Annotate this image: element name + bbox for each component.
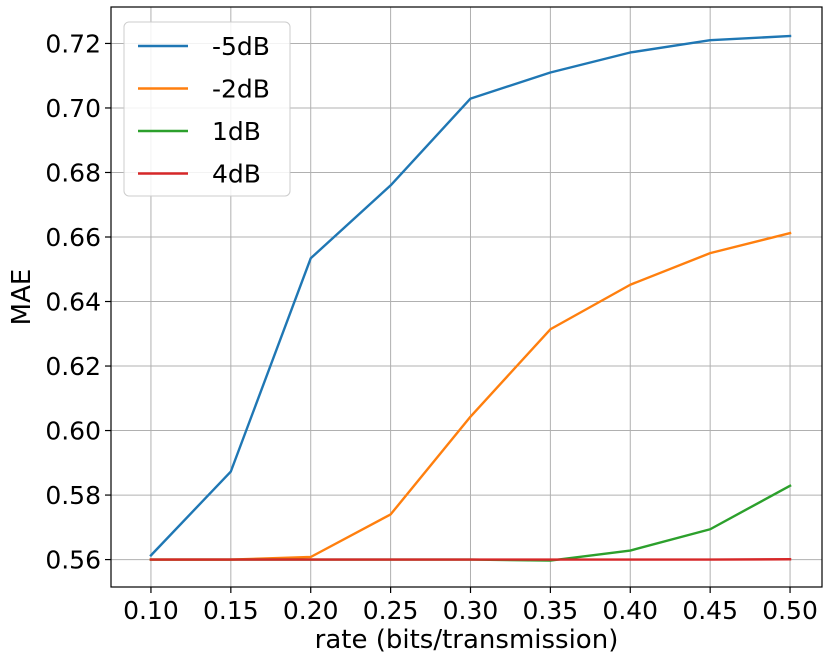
legend-label: -5dB bbox=[212, 32, 270, 61]
y-tick-label: 0.60 bbox=[45, 417, 101, 446]
x-tick-label: 0.50 bbox=[762, 596, 818, 625]
y-tick-label: 0.62 bbox=[45, 352, 101, 381]
x-tick-label: 0.25 bbox=[363, 596, 419, 625]
legend-label: -2dB bbox=[212, 75, 270, 104]
legend: -5dB -2dB 1dB 4dB bbox=[123, 21, 291, 197]
x-tick-label: 0.10 bbox=[123, 596, 179, 625]
y-tick-label: 0.64 bbox=[45, 288, 101, 317]
x-tick-label: 0.40 bbox=[602, 596, 658, 625]
y-tick-label: 0.58 bbox=[45, 481, 101, 510]
y-axis-label: MAE bbox=[7, 269, 37, 326]
x-axis-label: rate (bits/transmission) bbox=[315, 625, 619, 655]
y-tick-label: 0.68 bbox=[45, 158, 101, 187]
legend-label: 4dB bbox=[212, 160, 261, 189]
legend-box bbox=[123, 21, 291, 197]
legend-label: 1dB bbox=[212, 117, 261, 146]
series-line-5db bbox=[149, 34, 792, 558]
y-tick-label: 0.72 bbox=[45, 29, 101, 58]
x-tick-label: 0.30 bbox=[443, 596, 499, 625]
y-tick-label: 0.56 bbox=[45, 546, 101, 575]
y-tick-label: 0.70 bbox=[45, 94, 101, 123]
tick-layer: 0.10 0.15 0.20 0.25 0.30 0.35 0.40 0.45 0.50 0.56… bbox=[45, 29, 818, 625]
plot-frame bbox=[110, 6, 823, 588]
series-layer bbox=[149, 34, 792, 562]
x-tick-label: 0.35 bbox=[523, 596, 579, 625]
grid-layer bbox=[111, 7, 822, 587]
y-tick-label: 0.66 bbox=[45, 223, 101, 252]
x-tick-label: 0.45 bbox=[682, 596, 738, 625]
x-tick-label: 0.20 bbox=[283, 596, 339, 625]
x-tick-label: 0.15 bbox=[203, 596, 259, 625]
